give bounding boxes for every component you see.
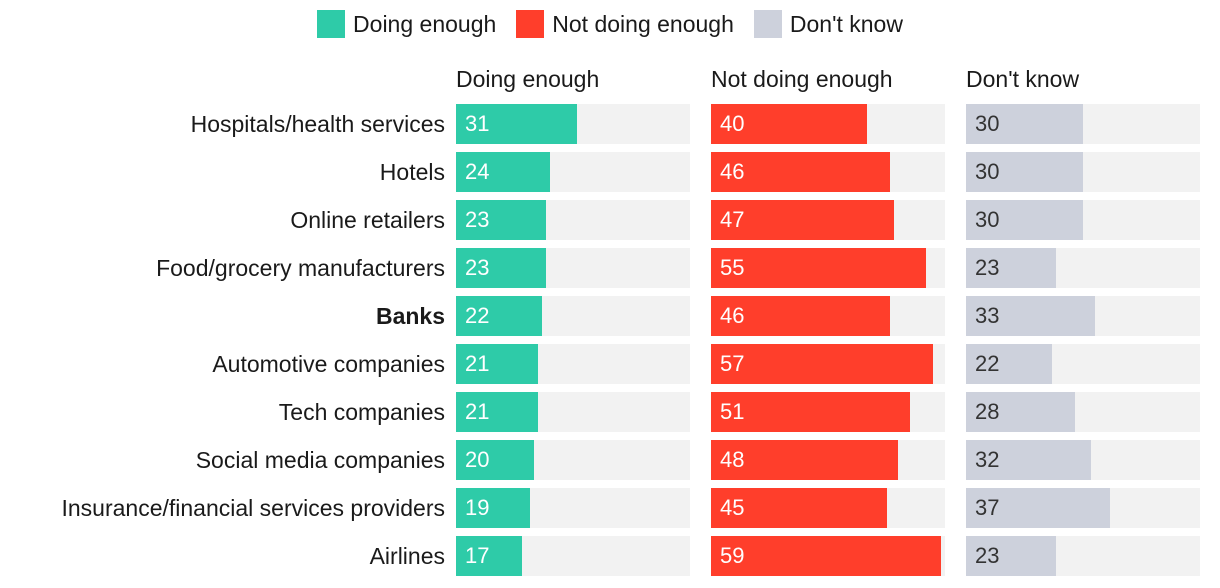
category-label: Banks [375,303,445,329]
bar [456,392,538,432]
bar-value-label: 47 [720,207,745,232]
bar [711,440,898,480]
bar-value-label: 22 [465,303,490,328]
bar [711,392,910,432]
bar-value-label: 46 [720,159,745,184]
bar [711,248,926,288]
category-label: Hotels [379,159,445,185]
bar-value-label: 55 [720,255,745,280]
bar [456,536,522,576]
bar-value-label: 21 [465,399,490,424]
bar-value-label: 23 [465,207,490,232]
bar-value-label: 37 [975,495,1000,520]
legend: Doing enough Not doing enough Don't know [0,10,1220,38]
column-header: Don't know [966,66,1080,92]
category-label: Automotive companies [212,351,445,377]
bar-value-label: 23 [975,255,1000,280]
bar [711,200,894,240]
category-label: Social media companies [195,447,445,473]
bar [966,536,1056,576]
bar-value-label: 40 [720,111,745,136]
bar [966,104,1083,144]
category-label: Hospitals/health services [190,111,445,137]
bar [711,296,890,336]
bar-value-label: 22 [975,351,1000,376]
bar [456,488,530,528]
bar-value-label: 33 [975,303,1000,328]
category-label: Insurance/financial services providers [61,495,445,521]
bar [456,344,538,384]
legend-swatch [317,10,346,38]
bar-value-label: 30 [975,207,1000,232]
bar [456,440,534,480]
bar-value-label: 20 [465,447,490,472]
category-label: Online retailers [290,207,445,233]
category-label: Airlines [369,543,445,569]
bar-value-label: 46 [720,303,745,328]
bar [966,488,1110,528]
bar [711,104,867,144]
bar [966,248,1056,288]
bar-value-label: 23 [465,255,490,280]
bar-value-label: 24 [465,159,490,184]
bar-value-label: 19 [465,495,490,520]
bar-value-label: 23 [975,543,1000,568]
bar-value-label: 51 [720,399,745,424]
bar [966,440,1091,480]
bar-value-label: 17 [465,543,490,568]
bar-value-label: 31 [465,111,490,136]
bar [456,296,542,336]
bar-value-label: 45 [720,495,745,520]
column-header: Doing enough [456,66,600,92]
category-label: Food/grocery manufacturers [156,255,445,281]
bar [456,152,550,192]
bar [966,296,1095,336]
bar-value-label: 21 [465,351,490,376]
bar [711,344,933,384]
category-label: Tech companies [278,399,445,425]
bar-value-label: 30 [975,159,1000,184]
legend-label: Doing enough [353,10,497,37]
legend-swatch [753,10,782,38]
bar [966,152,1083,192]
bar [456,104,577,144]
bar [456,200,546,240]
bar-value-label: 48 [720,447,745,472]
legend-label: Don't know [789,10,903,37]
bar [966,200,1083,240]
bar-value-label: 30 [975,111,1000,136]
bar [711,152,890,192]
bar [711,488,887,528]
legend-item: Doing enough [317,10,496,38]
bar [456,248,546,288]
bar-value-label: 59 [720,543,745,568]
legend-item: Not doing enough [516,10,734,38]
bar-value-label: 28 [975,399,1000,424]
legend-label: Not doing enough [552,10,734,37]
bar [966,344,1052,384]
bar-value-label: 57 [720,351,745,376]
legend-swatch [516,10,545,38]
bar [966,392,1075,432]
bar-value-label: 32 [975,447,1000,472]
bar [711,536,941,576]
column-header: Not doing enough [711,66,893,92]
legend-item: Don't know [753,10,903,38]
